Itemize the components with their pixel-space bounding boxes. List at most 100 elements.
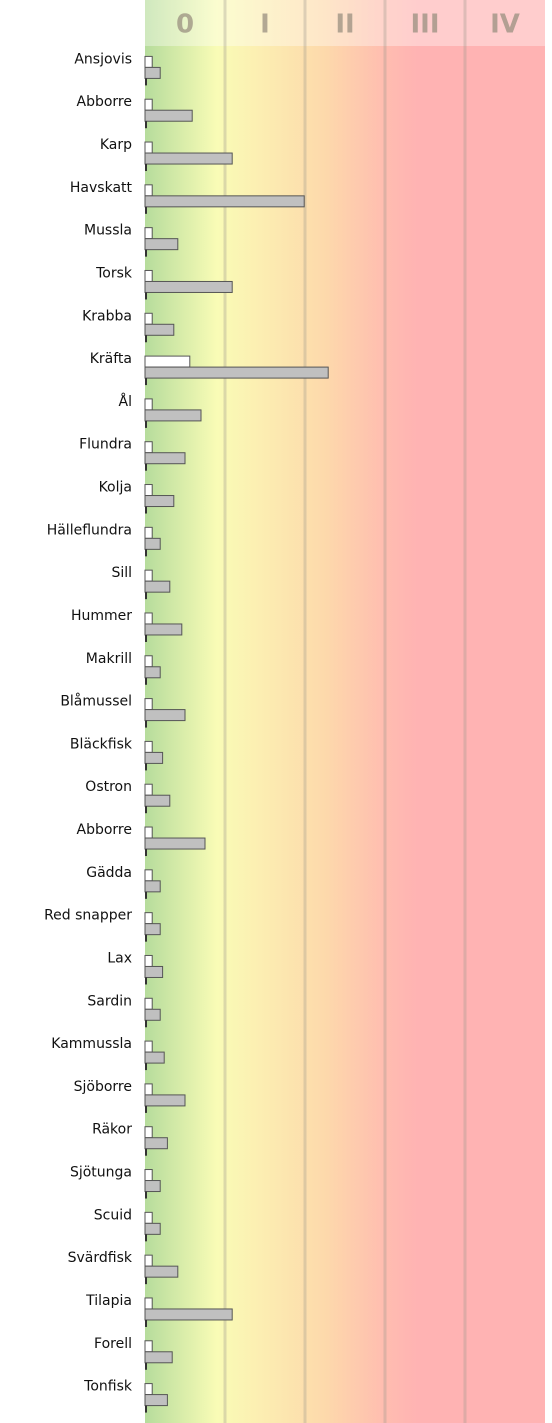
category-label: Räkor <box>92 1122 132 1138</box>
bar <box>144 751 164 764</box>
bar <box>144 195 305 208</box>
category-label: Mussla <box>84 223 132 239</box>
bar <box>144 655 153 668</box>
bar <box>144 366 329 379</box>
bar <box>144 1169 153 1182</box>
bar <box>144 1265 179 1278</box>
bar <box>144 580 171 593</box>
bar <box>144 965 164 978</box>
bar <box>144 109 193 122</box>
category-label: Havskatt <box>70 180 133 196</box>
bar <box>144 740 153 753</box>
bar <box>144 323 175 336</box>
bar <box>144 1180 161 1193</box>
bar <box>144 880 161 893</box>
bar <box>144 1340 153 1353</box>
category-label: Krabba <box>82 308 132 324</box>
bar <box>144 912 153 925</box>
bar <box>144 954 153 967</box>
bar <box>144 698 153 711</box>
bar <box>144 55 153 68</box>
bar <box>144 184 153 197</box>
bar <box>144 526 153 539</box>
bar <box>144 98 153 111</box>
bar <box>144 1383 153 1396</box>
category-label: Scuid <box>94 1207 132 1223</box>
bar <box>144 1394 168 1407</box>
band-label: III <box>410 10 439 40</box>
category-label: Makrill <box>86 651 132 667</box>
bar <box>144 1254 153 1267</box>
bar <box>144 783 153 796</box>
bar <box>144 837 206 850</box>
category-label: Karp <box>100 137 132 153</box>
bar <box>144 227 153 240</box>
header-band <box>145 0 545 46</box>
category-label: Tonfisk <box>83 1379 133 1395</box>
bar <box>144 495 175 508</box>
category-label: Flundra <box>79 437 132 453</box>
bar <box>144 141 153 154</box>
bar <box>144 826 153 839</box>
bar <box>144 484 153 497</box>
bar <box>144 238 179 251</box>
bar <box>144 1008 161 1021</box>
bar <box>144 666 161 679</box>
bar <box>144 355 191 368</box>
bar <box>144 269 153 282</box>
category-label: Torsk <box>95 265 133 281</box>
bar <box>144 1308 233 1321</box>
bar <box>144 441 153 454</box>
bar <box>144 1083 153 1096</box>
category-label: Svärdfisk <box>68 1250 133 1266</box>
bar <box>144 398 153 411</box>
bar <box>144 623 183 636</box>
bar <box>144 1297 153 1310</box>
category-label: Ål <box>119 393 132 410</box>
bar <box>144 452 186 465</box>
category-label: Forell <box>94 1336 132 1352</box>
category-label: Sjöborre <box>74 1079 132 1095</box>
bar <box>144 612 153 625</box>
bar <box>144 1126 153 1139</box>
category-label: Sardin <box>87 993 132 1009</box>
bar <box>144 1222 161 1235</box>
bar <box>144 1051 165 1064</box>
bar <box>144 1351 173 1364</box>
category-label: Kammussla <box>51 1036 132 1052</box>
category-label: Tilapia <box>85 1293 132 1309</box>
bar <box>144 794 171 807</box>
category-label: Kräfta <box>90 351 132 367</box>
bar <box>144 997 153 1010</box>
bar <box>144 312 153 325</box>
bar <box>144 66 161 79</box>
category-label: Kolja <box>99 480 132 496</box>
bar <box>144 569 153 582</box>
bar <box>144 1137 168 1150</box>
bar <box>144 869 153 882</box>
category-label: Lax <box>107 950 132 966</box>
bar <box>144 280 233 293</box>
plot-background <box>145 0 545 1423</box>
category-label: Hummer <box>71 608 132 624</box>
band-label: II <box>335 10 354 40</box>
category-label: Sill <box>111 565 132 581</box>
category-label: Abborre <box>77 94 133 110</box>
category-label: Hälleflundra <box>47 522 132 538</box>
band-label: IV <box>490 10 520 40</box>
bar <box>144 1211 153 1224</box>
category-label: Blåmussel <box>60 693 132 710</box>
bar <box>144 537 161 550</box>
bar <box>144 152 233 165</box>
band-label: 0 <box>176 10 194 40</box>
bar <box>144 1094 186 1107</box>
band-label: I <box>260 10 270 40</box>
category-label: Ansjovis <box>74 51 132 67</box>
category-label: Sjötunga <box>70 1165 132 1181</box>
bar <box>144 409 202 422</box>
bar <box>144 709 186 722</box>
bar <box>144 1040 153 1053</box>
bar <box>144 923 161 936</box>
category-label: Gädda <box>86 865 132 881</box>
